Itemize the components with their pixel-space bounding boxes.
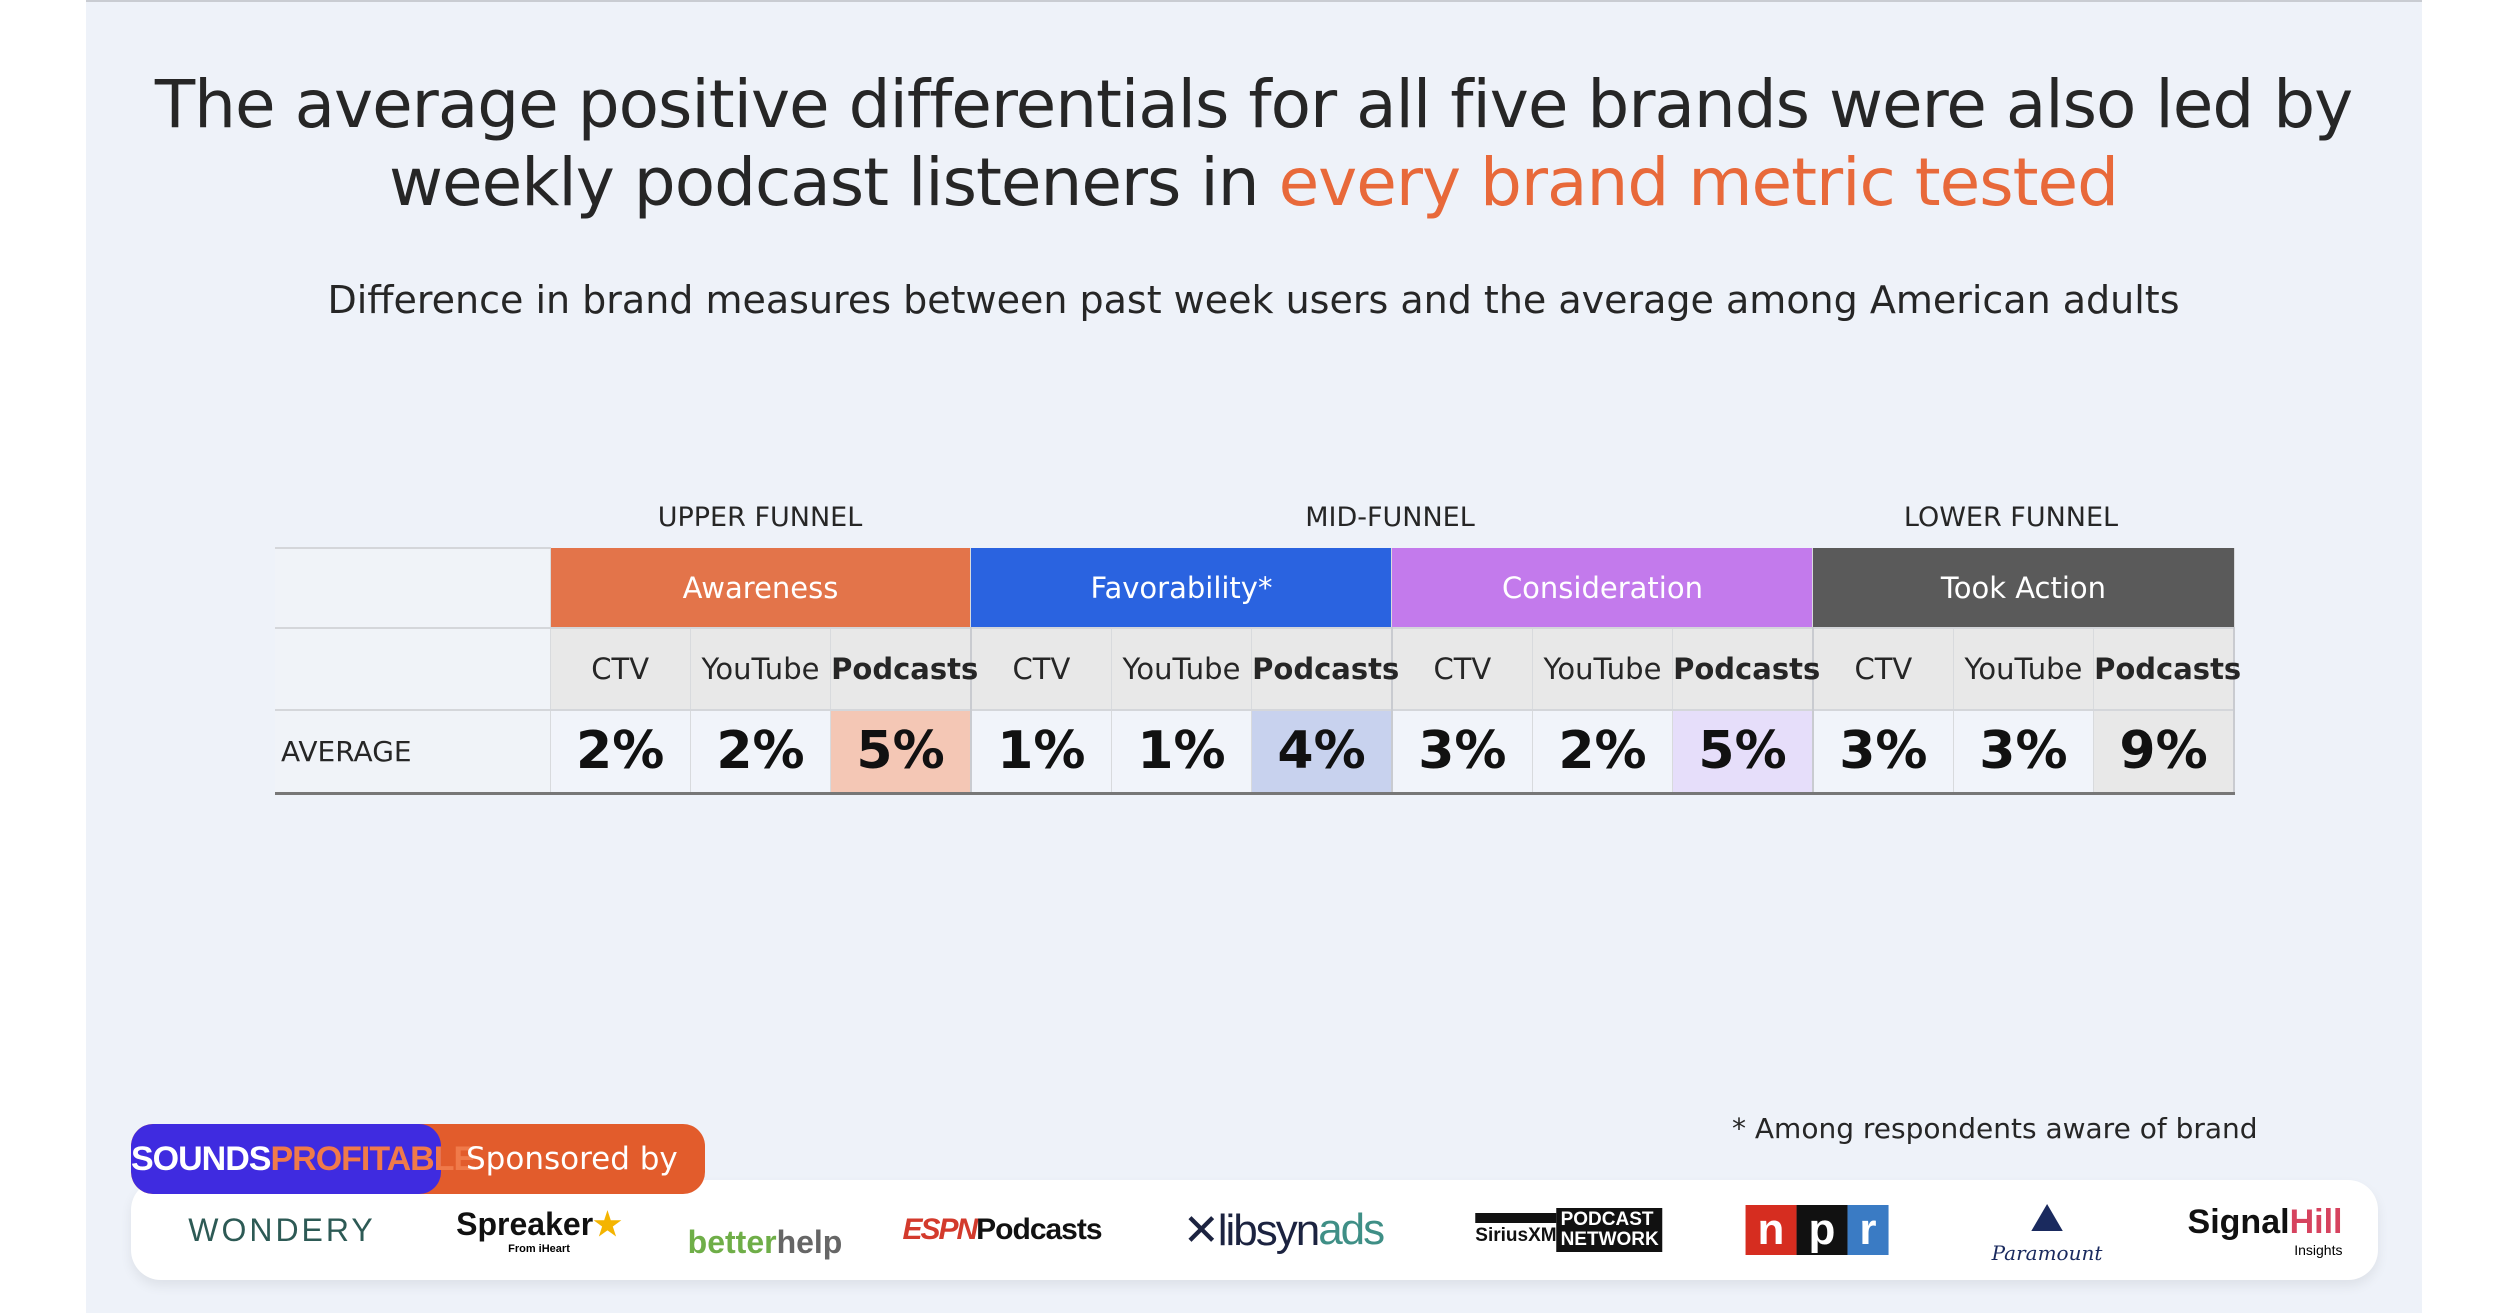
channel-header-youtube: YouTube [1111,627,1253,710]
metric-header-favorability: Favorability* [970,548,1393,628]
value-cell: 3% [1953,709,2095,795]
table-row: AVERAGE 2% 2% 5% 1% 1% 4% 3% 2% 5% 3% 3% 9% [275,709,2236,795]
channel-header-podcasts: Podcasts [2093,627,2241,710]
channel-header-youtube: YouTube [1532,627,1674,710]
value-cell: 2% [1532,709,1674,795]
row-label: AVERAGE [275,709,551,795]
funnel-upper: UPPER FUNNEL [657,502,863,533]
wondery-logo: WONDERY [188,1211,376,1248]
channel-header-podcasts: Podcasts [830,627,978,710]
empty-cell [275,547,551,628]
channel-header-podcasts: Podcasts [1251,627,1399,710]
value-cell: 9% [2093,709,2236,795]
empty-cell [275,627,551,710]
espn-podcasts-logo: ESPN Podcasts [902,1213,1102,1246]
metric-header-awareness: Awareness [550,548,972,628]
betterhelp-logo: better help [687,1223,843,1260]
channel-header-row: CTV YouTube Podcasts CTV YouTube Podcasts CTV Y… [275,627,2241,710]
subtitle: Difference in brand measures between pas… [327,278,2180,322]
channel-header-ctv: CTV [1391,627,1533,710]
metric-header-row: Awareness Favorability* Consideration Took … [275,547,2235,628]
footnote: * Among respondents aware of brand [1732,1112,2258,1145]
libsyn-ads-logo: ✕libsyn ads [1182,1205,1385,1255]
sponsor-pill: SOUNDSPROFITABLE Sponsored by [131,1124,705,1194]
value-cell: 3% [1391,709,1533,795]
channel-header-ctv: CTV [1812,627,1954,710]
funnel-mid: MID-FUNNEL [1305,502,1475,533]
funnel-lower: LOWER FUNNEL [1903,502,2119,533]
brand-metrics-table: Awareness Favorability* Consideration Took … [275,547,2241,795]
value-cell: 3% [1812,709,1954,795]
value-cell: 5% [830,709,972,795]
value-cell: 5% [1672,709,1814,795]
value-cell: 1% [970,709,1112,795]
sponsor-logos-bar: WONDERY Spreaker★ From iHeart better help … [131,1180,2378,1280]
channel-header-podcasts: Podcasts [1672,627,1820,710]
signalhill-logo: SignalHill Insights [2187,1202,2343,1258]
paramount-logo: ⛰ Paramount [1991,1195,2103,1265]
value-cell: 2% [550,709,691,795]
title-plain: weekly podcast listeners in [389,144,1279,221]
value-cell: 1% [1111,709,1253,795]
channel-header-ctv: CTV [550,627,691,710]
siriusxm-podcast-network-logo: SiriusXM PODCAST NETWORK [1475,1180,1663,1280]
metric-header-took-action: Took Action [1812,548,2235,628]
sponsored-by-label: Sponsored by [466,1141,678,1177]
spreaker-sub: From iHeart [508,1243,570,1255]
title-accent: every brand metric tested [1278,144,2119,221]
sounds-profitable-logo: SOUNDSPROFITABLE [131,1124,476,1194]
metric-header-consideration: Consideration [1391,548,1814,628]
channel-header-youtube: YouTube [1953,627,2095,710]
title-line-2: weekly podcast listeners in every brand … [0,144,2507,222]
channel-header-youtube: YouTube [690,627,832,710]
value-cell: 4% [1251,709,1393,795]
signalhill-sub: Insights [2294,1241,2343,1258]
spreaker-logo: Spreaker★ From iHeart [456,1206,622,1255]
channel-header-ctv: CTV [970,627,1112,710]
title-line-1: The average positive differentials for a… [154,66,2353,143]
value-cell: 2% [690,709,832,795]
